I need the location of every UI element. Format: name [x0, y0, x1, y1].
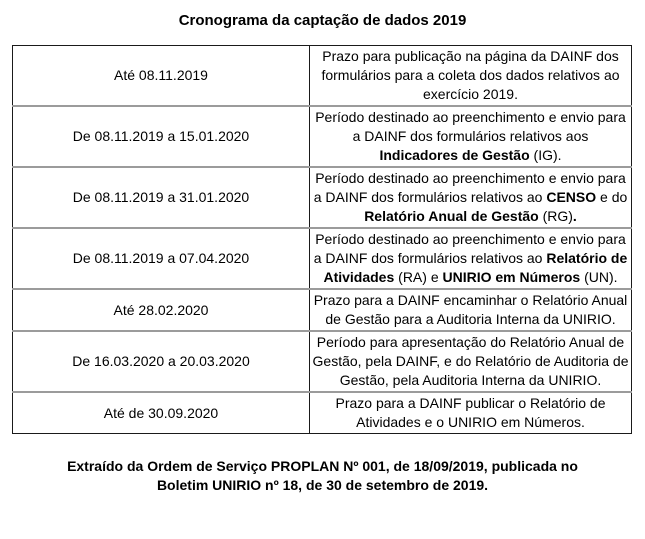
description-bold-segment: Indicadores de Gestão — [379, 147, 530, 163]
description-bold-segment: UNIRIO em Números — [442, 269, 581, 285]
source-note-line: Boletim UNIRIO nº 18, de 30 de setembro … — [156, 477, 489, 493]
description-text-segment: e do — [596, 189, 628, 205]
description-text-segment: (RA) e — [394, 269, 443, 285]
description-text-segment: Período destinado ao preenchimento e env… — [315, 109, 626, 144]
source-note: Extraído da Ordem de Serviço PROPLAN Nº … — [0, 457, 645, 495]
description-text-segment: Prazo para a DAINF encaminhar o Relatóri… — [313, 292, 628, 327]
description-cell: Período destinado ao preenchimento e env… — [309, 166, 632, 229]
table-row: De 08.11.2019 a 31.01.2020 Período destin… — [12, 166, 632, 229]
description-cell: Período para apresentação do Relatório A… — [309, 330, 632, 393]
table-row: De 16.03.2020 a 20.03.2020 Período para a… — [12, 330, 632, 393]
description-bold-segment: . — [572, 208, 577, 224]
description-text-segment: Período para apresentação do Relatório A… — [312, 334, 629, 388]
period-cell: Até 08.11.2019 — [12, 45, 310, 107]
description-cell: Prazo para publicação na página da DAINF… — [309, 45, 632, 107]
description-text-segment: (IG). — [529, 147, 562, 163]
description-cell: Prazo para a DAINF publicar o Relatório … — [309, 391, 632, 434]
table-row: Até 28.02.2020 Prazo para a DAINF encamin… — [12, 288, 632, 332]
table-row: De 08.11.2019 a 07.04.2020 Período destin… — [12, 227, 632, 290]
period-cell: De 16.03.2020 a 20.03.2020 — [12, 330, 310, 393]
description-text-segment: Período destinado ao preenchimento e env… — [313, 231, 626, 266]
page-title: Cronograma da captação de dados 2019 — [178, 12, 467, 29]
description-cell: Prazo para a DAINF encaminhar o Relatóri… — [309, 288, 632, 332]
description-bold-segment: Relatório de Atividades — [323, 250, 628, 285]
description-text-segment: Período destinado ao preenchimento e env… — [313, 170, 626, 205]
table-row: Até de 30.09.2020 Prazo para a DAINF publ… — [12, 391, 632, 434]
period-cell: De 08.11.2019 a 07.04.2020 — [12, 227, 310, 290]
schedule-table-body: Até 08.11.2019 Prazo para publicação na p… — [12, 45, 632, 434]
table-row: Até 08.11.2019 Prazo para publicação na p… — [12, 45, 632, 107]
schedule-table: Até 08.11.2019 Prazo para publicação na p… — [12, 45, 632, 434]
source-note-line: Extraído da Ordem de Serviço PROPLAN Nº … — [67, 458, 578, 474]
description-bold-segment: CENSO — [546, 189, 597, 205]
table-row: De 08.11.2019 a 15.01.2020 Período destin… — [12, 105, 632, 168]
description-cell: Período destinado ao preenchimento e env… — [309, 105, 632, 168]
description-text-segment: Prazo para a DAINF publicar o Relatório … — [335, 395, 606, 430]
description-cell: Período destinado ao preenchimento e env… — [309, 227, 632, 290]
period-cell: De 08.11.2019 a 31.01.2020 — [12, 166, 310, 229]
description-text-segment: (UN). — [580, 269, 618, 285]
period-cell: Até 28.02.2020 — [12, 288, 310, 332]
description-text-segment: Prazo para publicação na página da DAINF… — [321, 48, 620, 102]
description-text-segment: (RG) — [538, 208, 573, 224]
description-bold-segment: Relatório Anual de Gestão — [364, 208, 539, 224]
period-cell: Até de 30.09.2020 — [12, 391, 310, 434]
period-cell: De 08.11.2019 a 15.01.2020 — [12, 105, 310, 168]
